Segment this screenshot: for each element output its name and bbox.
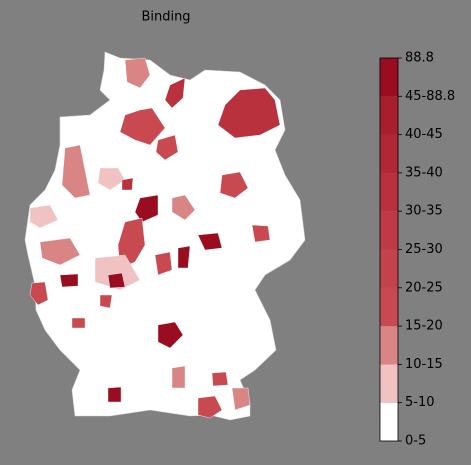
region bbox=[119, 107, 166, 146]
colorbar-label: 5-10 bbox=[405, 395, 435, 410]
colorbar-segment bbox=[380, 402, 398, 441]
region bbox=[197, 232, 223, 251]
region bbox=[217, 87, 281, 139]
region bbox=[219, 171, 249, 199]
region bbox=[107, 272, 126, 289]
region bbox=[71, 317, 86, 329]
region bbox=[134, 194, 159, 223]
colorbar-segment bbox=[380, 134, 398, 173]
region bbox=[94, 254, 141, 291]
colorbar-label: 35-40 bbox=[405, 165, 443, 180]
region bbox=[157, 321, 184, 349]
region bbox=[59, 273, 79, 288]
colorbar-label: 15-20 bbox=[405, 319, 443, 334]
colorbar-segment bbox=[380, 249, 398, 288]
map-title: Binding bbox=[141, 10, 190, 25]
colorbar: 0-5 5-10 10-15 15-20 20-25 25-30 30-35 35-40 40-… bbox=[379, 51, 455, 449]
colorbar-label: 30-35 bbox=[405, 204, 443, 219]
colorbar-label: 20-25 bbox=[405, 280, 443, 295]
colorbar-segment bbox=[380, 287, 398, 327]
region bbox=[121, 177, 134, 191]
colorbar-segment bbox=[380, 326, 398, 365]
region bbox=[177, 245, 191, 269]
colorbar-label: 0-5 bbox=[405, 434, 426, 449]
region bbox=[97, 167, 126, 191]
colorbar-segment bbox=[380, 364, 398, 403]
country-outline bbox=[24, 51, 306, 421]
colorbar-segment bbox=[380, 58, 398, 97]
colorbar-label: 25-30 bbox=[405, 242, 443, 257]
colorbar-label: 45-88.8 bbox=[405, 89, 455, 104]
colorbar-segment bbox=[380, 96, 398, 135]
region bbox=[61, 144, 91, 199]
region bbox=[99, 294, 113, 309]
region bbox=[107, 386, 122, 403]
germany-map bbox=[24, 51, 306, 421]
region bbox=[164, 77, 186, 109]
region bbox=[171, 194, 196, 221]
region bbox=[29, 204, 59, 229]
region bbox=[211, 371, 229, 387]
region bbox=[251, 224, 271, 243]
colorbar-label: 88.8 bbox=[405, 51, 434, 66]
region bbox=[231, 387, 251, 411]
region bbox=[124, 57, 151, 89]
colorbar-segment bbox=[380, 211, 398, 250]
regions bbox=[29, 57, 281, 419]
region bbox=[155, 134, 179, 161]
colorbar-segment bbox=[380, 172, 398, 212]
region bbox=[39, 237, 81, 266]
region bbox=[154, 251, 173, 276]
region bbox=[197, 395, 223, 419]
region bbox=[29, 281, 49, 306]
colorbar-label: 10-15 bbox=[405, 357, 443, 372]
colorbar-label: 40-45 bbox=[405, 127, 443, 142]
region bbox=[171, 365, 186, 389]
